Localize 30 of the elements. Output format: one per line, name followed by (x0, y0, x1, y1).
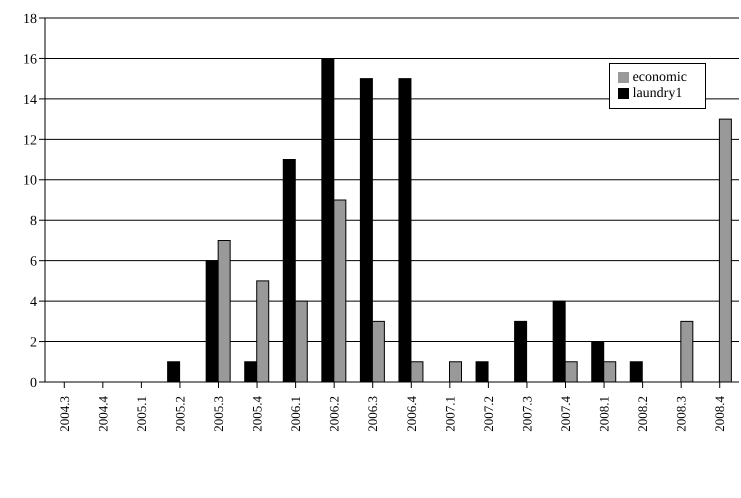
x-tick-label: 2007.3 (519, 396, 534, 432)
y-tick-label: 6 (30, 254, 37, 270)
y-tick-label: 4 (30, 295, 37, 310)
x-tick-label: 2006.3 (365, 396, 380, 432)
y-tick-label: 0 (30, 376, 37, 391)
x-tick-label: 2006.2 (326, 396, 342, 432)
x-tick-label: 2007.1 (442, 396, 458, 432)
y-tick-label: 8 (30, 214, 37, 230)
x-tick-label: 2005.2 (172, 396, 188, 432)
y-tick-label: 2 (30, 336, 37, 351)
x-tick-label: 2008.4 (712, 396, 728, 432)
x-tick-label: 2004.3 (56, 396, 72, 432)
x-tick-label: 2007.2 (480, 396, 496, 432)
x-tick-label: 2007.4 (558, 396, 573, 432)
y-tick-label: 16 (23, 52, 37, 68)
y-tick-label: 14 (23, 92, 37, 108)
y-tick-label: 18 (23, 12, 37, 27)
legend-label: economic (632, 70, 687, 85)
x-tick-label: 2006.1 (288, 396, 304, 432)
y-tick-label: 10 (23, 174, 37, 189)
legend-label: laundry1 (632, 86, 682, 101)
x-tick-label: 2006.4 (404, 396, 419, 432)
x-tick-label: 2008.2 (635, 396, 650, 432)
x-tick-label: 2005.4 (250, 396, 265, 432)
x-tick-label: 2004.4 (95, 396, 110, 432)
x-tick-label: 2008.1 (596, 396, 612, 432)
x-tick-label: 2005.3 (211, 396, 226, 432)
y-tick-label: 12 (23, 133, 37, 148)
x-tick-label: 2008.3 (674, 396, 689, 432)
x-tick-label: 2005.1 (134, 396, 149, 432)
